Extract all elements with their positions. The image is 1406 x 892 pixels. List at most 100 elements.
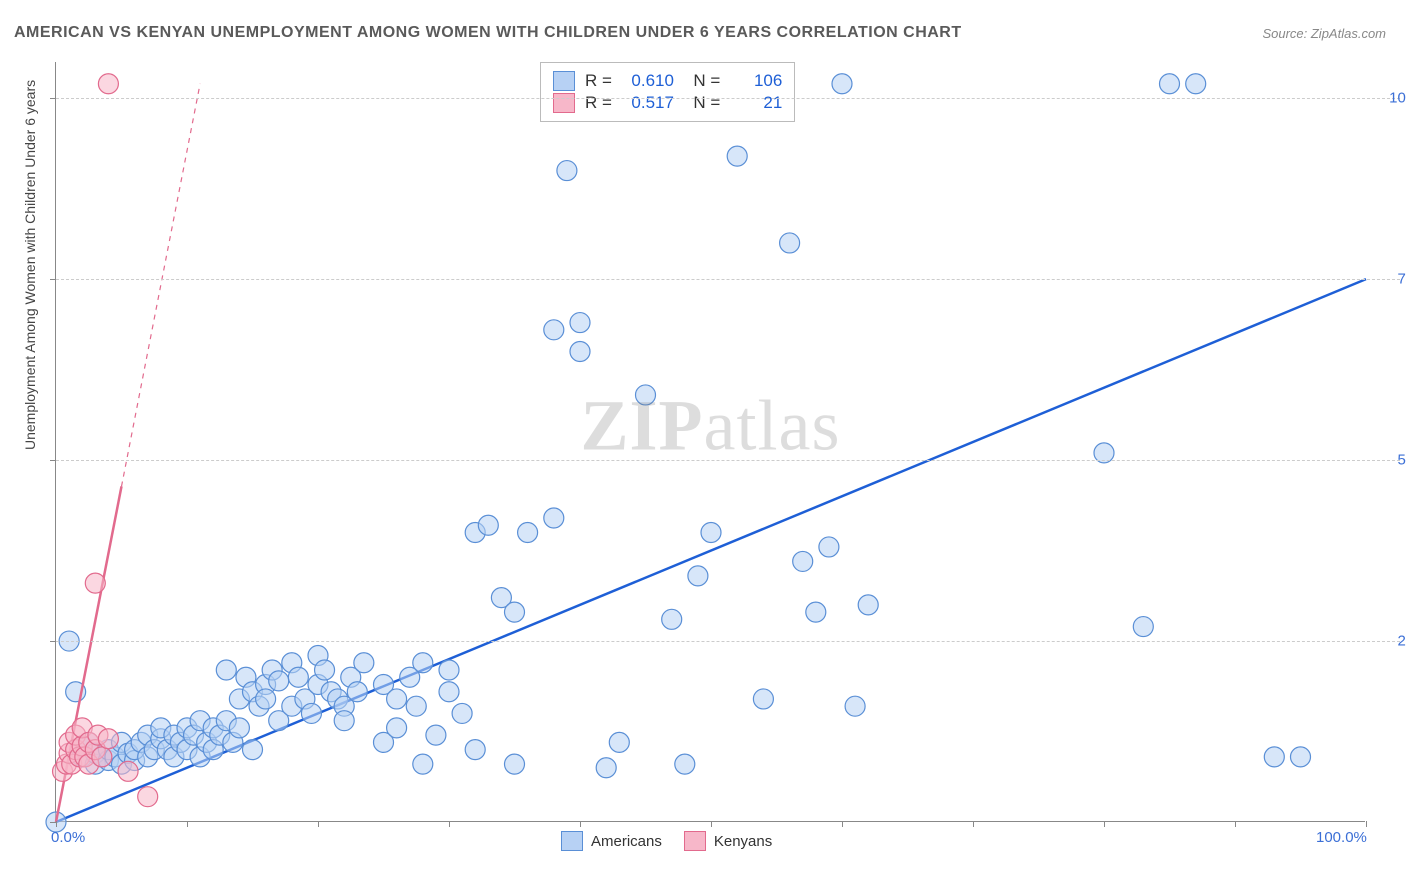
data-point [753, 689, 773, 709]
legend-swatch [553, 93, 575, 113]
data-point [243, 740, 263, 760]
data-point [596, 758, 616, 778]
data-point [727, 146, 747, 166]
legend-swatch [561, 831, 583, 851]
data-point [570, 313, 590, 333]
data-point [98, 74, 118, 94]
xtick-label: 0.0% [51, 829, 85, 846]
legend-n-label: N = [684, 93, 720, 113]
data-point [793, 551, 813, 571]
data-point [288, 667, 308, 687]
data-point [557, 161, 577, 181]
data-point [439, 682, 459, 702]
data-point [675, 754, 695, 774]
xtick-mark [711, 821, 712, 827]
data-point [118, 761, 138, 781]
series-legend: Americans Kenyans [561, 831, 772, 851]
data-point [858, 595, 878, 615]
xtick-mark [1104, 821, 1105, 827]
legend-swatch [553, 71, 575, 91]
data-point [1291, 747, 1311, 767]
data-point [439, 660, 459, 680]
plot-area: ZIPatlas R =0.610 N =106R =0.517 N =21 A… [55, 62, 1365, 822]
data-point [845, 696, 865, 716]
legend-label: Americans [591, 833, 662, 850]
legend-item: Americans [561, 831, 662, 851]
legend-n-label: N = [684, 71, 720, 91]
ytick-label: 50.0% [1397, 452, 1406, 469]
y-axis-label: Unemployment Among Women with Children U… [22, 80, 38, 450]
data-point [229, 718, 249, 738]
xtick-mark [449, 821, 450, 827]
data-point [269, 671, 289, 691]
data-point [832, 74, 852, 94]
ytick-mark [50, 641, 56, 642]
xtick-mark [973, 821, 974, 827]
legend-row: R = 0.517 N = 21 [553, 93, 782, 113]
legend-item: Kenyans [684, 831, 772, 851]
legend-r-value: 0.610 [622, 71, 674, 91]
data-point [387, 718, 407, 738]
data-point [662, 609, 682, 629]
data-point [544, 508, 564, 528]
legend-label: Kenyans [714, 833, 772, 850]
legend-r-value: 0.517 [622, 93, 674, 113]
data-point [98, 729, 118, 749]
gridline-h [56, 98, 1400, 99]
ytick-label: 100.0% [1389, 90, 1406, 107]
data-point [413, 754, 433, 774]
data-point [315, 660, 335, 680]
ytick-mark [50, 279, 56, 280]
ytick-mark [50, 98, 56, 99]
data-point [1133, 617, 1153, 637]
xtick-mark [580, 821, 581, 827]
legend-n-value: 21 [730, 93, 782, 113]
gridline-h [56, 460, 1400, 461]
ytick-label: 25.0% [1397, 633, 1406, 650]
data-point [301, 703, 321, 723]
legend-swatch [684, 831, 706, 851]
data-point [465, 740, 485, 760]
data-point [505, 602, 525, 622]
xtick-label: 100.0% [1316, 829, 1367, 846]
gridline-h [56, 641, 1400, 642]
data-point [354, 653, 374, 673]
data-point [505, 754, 525, 774]
data-point [426, 725, 446, 745]
data-point [701, 522, 721, 542]
ytick-label: 75.0% [1397, 271, 1406, 288]
data-point [85, 573, 105, 593]
source-attribution: Source: ZipAtlas.com [1262, 26, 1386, 41]
legend-r-label: R = [585, 93, 612, 113]
regression-line-dashed [122, 84, 201, 487]
data-point [636, 385, 656, 405]
scatter-svg [56, 62, 1365, 821]
data-point [688, 566, 708, 586]
data-point [256, 689, 276, 709]
data-point [413, 653, 433, 673]
legend-r-label: R = [585, 71, 612, 91]
data-point [806, 602, 826, 622]
data-point [780, 233, 800, 253]
legend-row: R = 0.610 N = 106 [553, 71, 782, 91]
data-point [452, 703, 472, 723]
data-point [92, 747, 112, 767]
data-point [334, 711, 354, 731]
ytick-mark [50, 460, 56, 461]
chart-title: AMERICAN VS KENYAN UNEMPLOYMENT AMONG WO… [14, 24, 962, 42]
data-point [544, 320, 564, 340]
data-point [1186, 74, 1206, 94]
data-point [1160, 74, 1180, 94]
data-point [478, 515, 498, 535]
data-point [347, 682, 367, 702]
data-point [216, 660, 236, 680]
data-point [406, 696, 426, 716]
xtick-mark [56, 821, 57, 827]
data-point [609, 732, 629, 752]
xtick-mark [1235, 821, 1236, 827]
data-point [819, 537, 839, 557]
legend-n-value: 106 [730, 71, 782, 91]
xtick-mark [842, 821, 843, 827]
gridline-h [56, 279, 1400, 280]
data-point [518, 522, 538, 542]
